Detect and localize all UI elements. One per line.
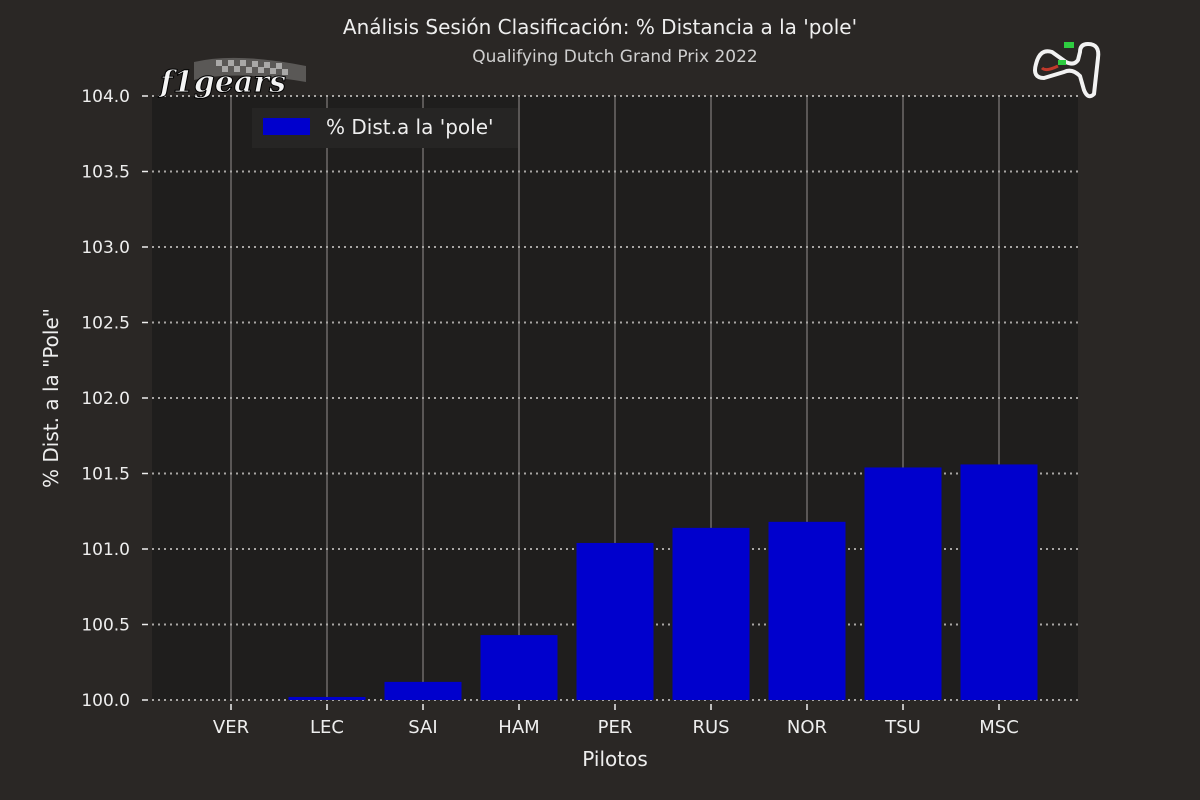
bar-per: [576, 542, 654, 700]
y-axis-label: % Dist. a la "Pole": [39, 308, 63, 488]
x-tick-label: HAM: [498, 717, 539, 738]
x-axis-label: Pilotos: [582, 747, 647, 771]
x-tick-label: RUS: [692, 717, 729, 738]
x-tick-label: LEC: [310, 717, 344, 738]
y-tick-label: 102.5: [81, 314, 130, 334]
bar-ham: [480, 635, 558, 700]
x-tick-label: PER: [598, 717, 633, 738]
f1gears-logo: f1gears: [158, 57, 306, 101]
bars: [288, 464, 1038, 700]
x-tick-label: MSC: [979, 717, 1019, 738]
bar-rus: [672, 527, 750, 700]
bar-tsu: [864, 467, 942, 700]
y-tick-label: 102.0: [81, 389, 130, 409]
bar-sai: [384, 681, 462, 700]
y-tick-label: 104.0: [81, 87, 130, 107]
legend-label: % Dist.a la 'pole': [326, 115, 494, 139]
y-tick-label: 100.0: [81, 691, 130, 711]
checkered-flag-icon: [194, 57, 306, 82]
x-axis-ticks: VER LEC SAI HAM PER RUS NOR TSU MSC: [213, 704, 1019, 738]
logo-text: f1gears: [158, 65, 286, 100]
y-tick-label: 101.5: [81, 465, 130, 485]
y-tick-label: 103.5: [81, 163, 130, 183]
y-tick-label: 100.5: [81, 616, 130, 636]
legend-swatch: [263, 118, 310, 135]
y-tick-label: 101.0: [81, 540, 130, 560]
legend: % Dist.a la 'pole': [252, 108, 518, 148]
y-tick-label: 103.0: [81, 238, 130, 258]
bar-msc: [960, 464, 1038, 700]
bar-lec: [288, 696, 366, 700]
zandvoort-circuit-icon: [1033, 42, 1101, 99]
y-axis-ticks: 100.0 100.5 101.0 101.5 102.0 102.5 103.0 103.5…: [81, 87, 148, 711]
x-tick-label: VER: [213, 717, 249, 738]
x-tick-label: TSU: [884, 717, 921, 738]
x-tick-label: NOR: [787, 717, 827, 738]
bar-nor: [768, 521, 846, 700]
chart-subtitle: Qualifying Dutch Grand Prix 2022: [472, 47, 757, 67]
chart-title: Análisis Sesión Clasificación: % Distanc…: [343, 15, 857, 39]
x-tick-label: SAI: [408, 717, 437, 738]
